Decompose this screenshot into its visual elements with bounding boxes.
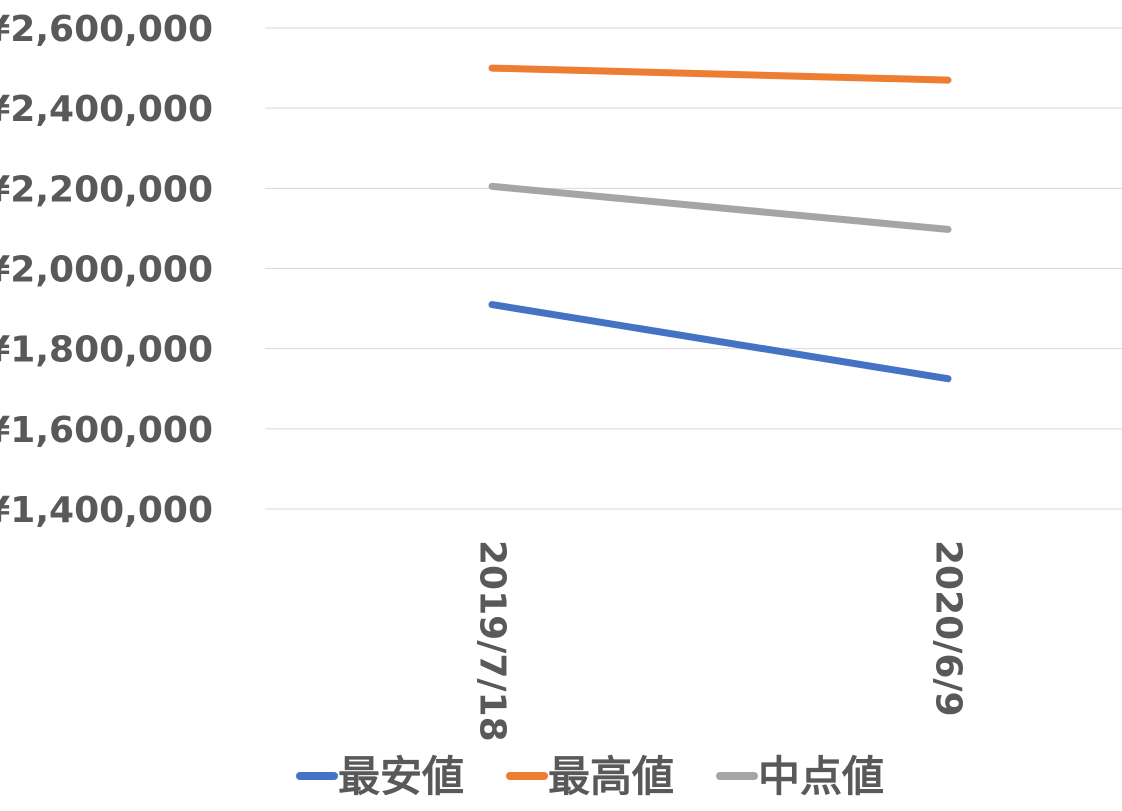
gridlines: [265, 27, 1122, 510]
y-tick-label: ¥2,000,000: [0, 250, 213, 291]
legend-label: 最高値: [548, 752, 674, 801]
series-line: [488, 64, 952, 84]
y-tick-label: ¥2,200,000: [0, 169, 213, 210]
legend: 最安値 最高値 中点値: [296, 752, 884, 801]
series-line: [488, 182, 952, 233]
y-tick-label: ¥2,600,000: [0, 9, 213, 50]
series-line: [488, 301, 952, 383]
series-lines: [488, 64, 952, 383]
legend-label: 最安値: [338, 752, 464, 801]
y-axis-tick-labels: ¥2,600,000 ¥2,400,000 ¥2,200,000 ¥2,000,000…: [0, 9, 213, 531]
x-tick-label: 2019/7/18: [472, 540, 513, 742]
y-tick-label: ¥1,400,000: [0, 490, 213, 531]
x-tick-label: 2020/6/9: [928, 540, 969, 717]
y-tick-label: ¥1,600,000: [0, 410, 213, 451]
x-axis-tick-labels: 2019/7/18 2020/6/9: [472, 540, 969, 742]
legend-label: 中点値: [758, 752, 884, 801]
y-tick-label: ¥1,800,000: [0, 330, 213, 371]
y-tick-label: ¥2,400,000: [0, 89, 213, 130]
